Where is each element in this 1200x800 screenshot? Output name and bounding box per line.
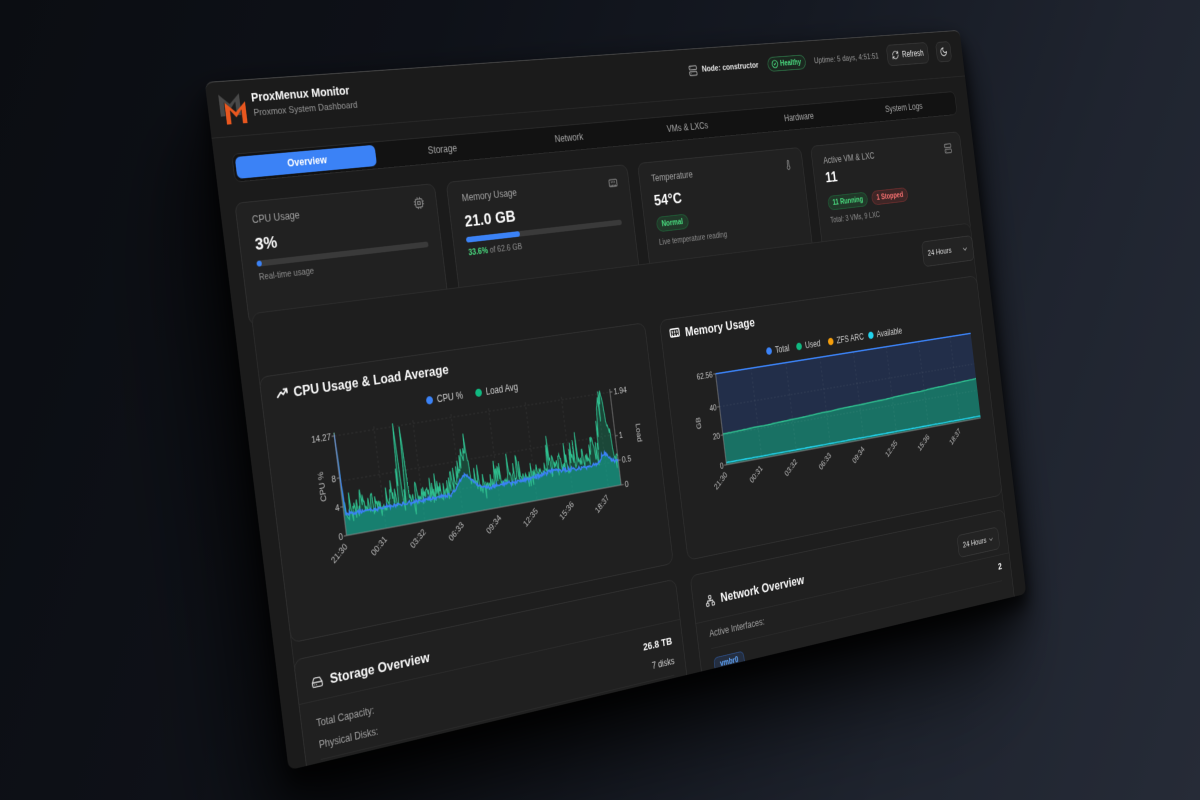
svg-text:Available: Available: [876, 326, 902, 339]
svg-text:18:37: 18:37: [593, 493, 610, 515]
svg-text:4: 4: [335, 503, 341, 514]
svg-text:20: 20: [712, 431, 720, 441]
svg-text:Load Avg: Load Avg: [485, 382, 518, 398]
svg-text:15:36: 15:36: [916, 433, 930, 453]
svg-text:Total: Total: [775, 344, 790, 356]
svg-text:0: 0: [338, 531, 344, 542]
svg-text:18:37: 18:37: [948, 427, 962, 447]
svg-text:06:33: 06:33: [817, 451, 832, 472]
svg-text:00:31: 00:31: [748, 464, 764, 485]
svg-text:0: 0: [624, 479, 629, 489]
svg-text:CPU %: CPU %: [436, 391, 464, 406]
svg-text:CPU %: CPU %: [316, 471, 328, 502]
svg-text:ZFS ARC: ZFS ARC: [836, 332, 864, 346]
svg-text:40: 40: [709, 403, 717, 413]
svg-text:00:31: 00:31: [369, 534, 388, 558]
svg-text:1.94: 1.94: [613, 385, 627, 396]
svg-text:06:33: 06:33: [447, 520, 466, 543]
svg-text:12:35: 12:35: [522, 506, 540, 529]
svg-text:0.5: 0.5: [621, 454, 631, 465]
svg-text:0: 0: [720, 461, 725, 471]
svg-text:09:34: 09:34: [485, 513, 503, 536]
svg-text:21:30: 21:30: [329, 542, 349, 566]
svg-text:12:35: 12:35: [884, 439, 899, 459]
svg-text:Used: Used: [805, 339, 821, 351]
svg-text:Load: Load: [634, 423, 644, 443]
svg-text:21:30: 21:30: [713, 470, 729, 491]
svg-text:09:34: 09:34: [851, 445, 866, 466]
svg-text:1: 1: [618, 430, 623, 440]
svg-text:GB: GB: [694, 417, 703, 430]
svg-text:03:32: 03:32: [408, 527, 427, 550]
svg-text:8: 8: [331, 474, 337, 485]
svg-text:15:36: 15:36: [558, 499, 576, 521]
svg-text:14.27: 14.27: [311, 432, 332, 445]
svg-text:62.56: 62.56: [696, 370, 713, 382]
svg-text:03:32: 03:32: [783, 457, 799, 478]
svg-text:Memory Usage: Memory Usage: [684, 314, 755, 339]
